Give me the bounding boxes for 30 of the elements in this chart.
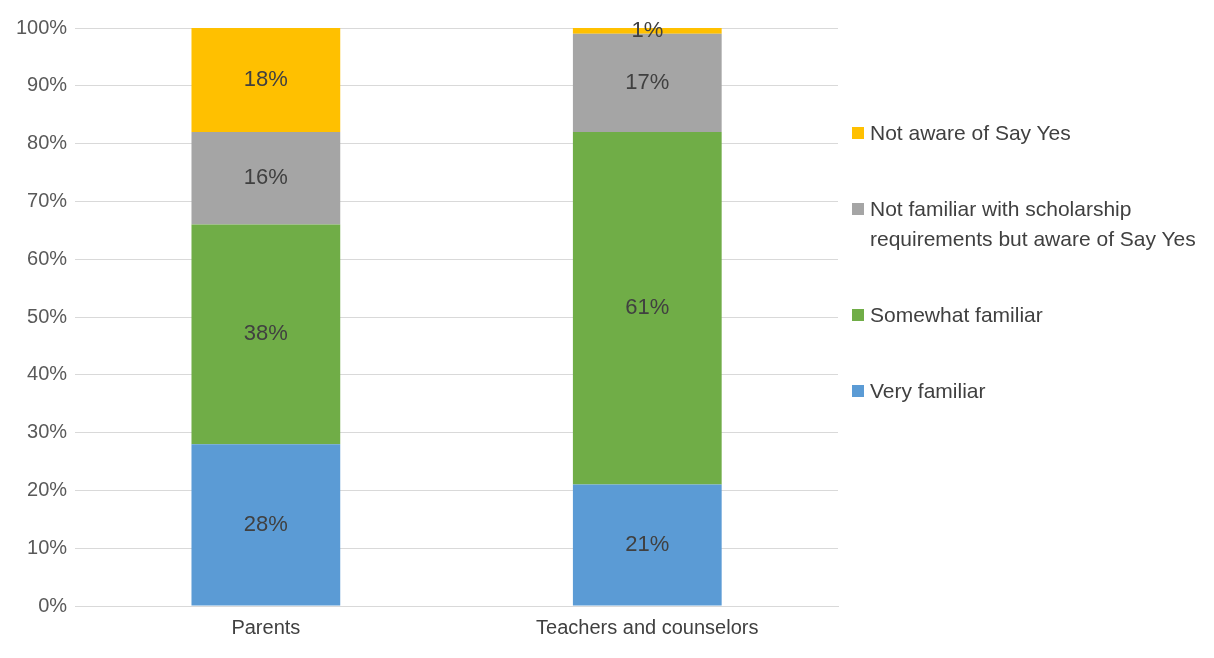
y-tick-label: 70% [27,188,68,211]
legend-label: Very familiar [870,378,986,404]
data-label: 38% [243,320,288,346]
y-tick-label: 100% [16,15,68,38]
data-label: 21% [625,531,670,557]
y-tick-label: 20% [27,477,68,500]
y-tick-label: 40% [27,362,68,385]
data-label: 17% [625,68,670,94]
bar [572,132,722,485]
y-tick-label: 0% [38,593,68,616]
y-tick-label: 60% [27,246,68,269]
bar [191,132,341,225]
legend-label: Not familiar with scholarship requirements but aware of Say Yes [870,196,1197,252]
y-tick-label: 50% [27,304,68,327]
y-tick-label: 80% [27,131,68,154]
data-label: 16% [243,164,288,190]
bar [572,484,722,606]
x-tick-label: Parents [231,615,301,638]
x-tick-label: Teachers and counselors [536,615,759,638]
data-label: 18% [243,66,288,92]
y-tick-label: 30% [27,420,68,443]
y-tick-label: 10% [27,535,68,558]
bar [191,444,341,606]
bar [191,28,341,133]
legend-label: Somewhat familiar [870,302,1043,328]
y-tick-label: 90% [27,73,68,96]
data-label: 61% [625,294,670,320]
bar [191,224,341,445]
legend-label: Not aware of Say Yes [870,120,1071,146]
data-label: 28% [243,510,288,536]
